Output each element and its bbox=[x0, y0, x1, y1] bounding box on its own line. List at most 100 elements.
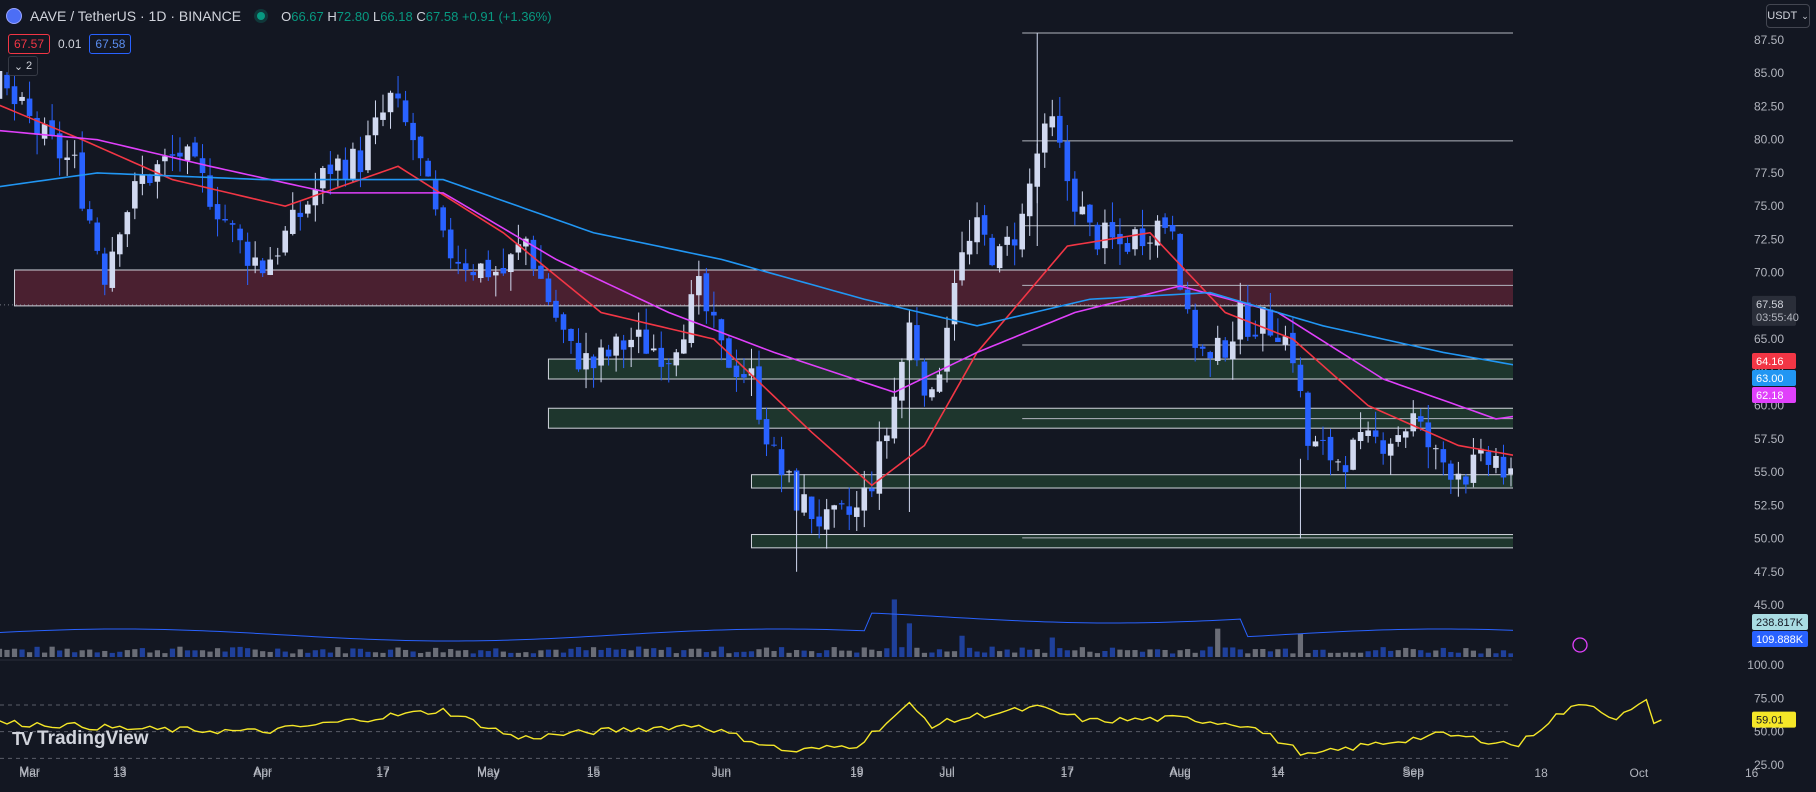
candle[interactable] bbox=[1275, 337, 1281, 343]
candle[interactable] bbox=[184, 146, 191, 161]
candle[interactable] bbox=[395, 93, 401, 99]
candle[interactable] bbox=[350, 148, 356, 179]
candle[interactable] bbox=[1109, 222, 1116, 238]
candle[interactable] bbox=[64, 157, 70, 160]
symbol-title[interactable]: AAVE / TetherUS · 1D · BINANCE bbox=[30, 8, 242, 24]
candle[interactable] bbox=[590, 356, 597, 369]
candle[interactable] bbox=[365, 135, 371, 171]
candle[interactable] bbox=[650, 348, 657, 351]
candle[interactable] bbox=[1320, 439, 1326, 441]
rsi-value-tag[interactable] bbox=[1752, 711, 1796, 728]
candle[interactable] bbox=[1425, 422, 1432, 448]
candle[interactable] bbox=[553, 300, 559, 318]
candle[interactable] bbox=[335, 158, 341, 171]
candle[interactable] bbox=[485, 259, 492, 278]
alert-lightning-icon[interactable] bbox=[1572, 637, 1588, 653]
candle[interactable] bbox=[1019, 213, 1025, 250]
candle[interactable] bbox=[583, 353, 589, 370]
candle[interactable] bbox=[342, 159, 349, 180]
volume-tag[interactable] bbox=[1752, 631, 1808, 647]
candle[interactable] bbox=[1327, 436, 1334, 461]
candle[interactable] bbox=[718, 319, 725, 341]
candle[interactable] bbox=[568, 328, 574, 341]
candle[interactable] bbox=[162, 156, 168, 162]
candle[interactable] bbox=[177, 152, 183, 157]
candle[interactable] bbox=[1094, 224, 1101, 250]
resistance-zone[interactable] bbox=[14, 269, 1694, 307]
candle[interactable] bbox=[1297, 364, 1304, 392]
candle[interactable] bbox=[207, 175, 213, 207]
candle[interactable] bbox=[132, 181, 138, 209]
candle[interactable] bbox=[86, 209, 93, 221]
candle[interactable] bbox=[305, 204, 311, 214]
candle[interactable] bbox=[733, 365, 740, 378]
candle[interactable] bbox=[643, 329, 649, 354]
candle[interactable] bbox=[974, 217, 980, 243]
candle[interactable] bbox=[1410, 413, 1417, 432]
candle[interactable] bbox=[876, 441, 883, 494]
candle[interactable] bbox=[1470, 454, 1477, 483]
candle[interactable] bbox=[1102, 222, 1108, 249]
candle[interactable] bbox=[1132, 229, 1138, 250]
candle[interactable] bbox=[1433, 448, 1439, 450]
candle[interactable] bbox=[282, 230, 289, 253]
ma-price-tag[interactable] bbox=[1752, 370, 1796, 386]
candle[interactable] bbox=[1229, 341, 1236, 360]
ma-price-tag[interactable] bbox=[1752, 387, 1796, 403]
candle[interactable] bbox=[1117, 233, 1123, 245]
candle[interactable] bbox=[462, 263, 469, 270]
candle[interactable] bbox=[515, 244, 522, 253]
candle[interactable] bbox=[500, 268, 507, 274]
candle[interactable] bbox=[1011, 239, 1018, 246]
candle[interactable] bbox=[1154, 220, 1161, 246]
candle[interactable] bbox=[1041, 123, 1048, 153]
candle[interactable] bbox=[696, 276, 702, 296]
candle[interactable] bbox=[929, 389, 935, 398]
candle[interactable] bbox=[1177, 233, 1183, 290]
candle[interactable] bbox=[229, 223, 236, 225]
candle[interactable] bbox=[1222, 340, 1229, 358]
currency-button[interactable]: USDT ⌄ bbox=[1766, 4, 1810, 28]
candle[interactable] bbox=[1305, 392, 1311, 446]
candle[interactable] bbox=[1026, 183, 1033, 217]
candle[interactable] bbox=[1169, 225, 1176, 232]
candle[interactable] bbox=[410, 122, 416, 141]
candle[interactable] bbox=[1372, 430, 1379, 437]
candle[interactable] bbox=[327, 164, 334, 175]
candle[interactable] bbox=[267, 259, 273, 275]
candle[interactable] bbox=[959, 252, 965, 281]
candle[interactable] bbox=[838, 503, 845, 505]
candle[interactable] bbox=[575, 342, 582, 370]
candle[interactable] bbox=[560, 314, 567, 330]
candle[interactable] bbox=[523, 238, 529, 247]
candle[interactable] bbox=[1342, 465, 1349, 473]
candle[interactable] bbox=[951, 282, 958, 325]
candle[interactable] bbox=[26, 98, 33, 116]
candle[interactable] bbox=[944, 327, 950, 372]
candle[interactable] bbox=[1267, 309, 1274, 336]
candle[interactable] bbox=[372, 117, 379, 136]
candle[interactable] bbox=[425, 160, 431, 177]
candle[interactable] bbox=[320, 168, 326, 189]
candle[interactable] bbox=[192, 142, 198, 157]
candle[interactable] bbox=[1087, 204, 1093, 223]
candle[interactable] bbox=[124, 212, 131, 235]
candle[interactable] bbox=[56, 133, 63, 159]
candle[interactable] bbox=[1350, 439, 1356, 470]
candle[interactable] bbox=[996, 246, 1003, 269]
candle[interactable] bbox=[665, 363, 672, 365]
candle[interactable] bbox=[989, 237, 995, 266]
indicator-collapse-button[interactable]: ⌄ 2 bbox=[8, 56, 38, 76]
candle[interactable] bbox=[493, 271, 499, 276]
candle[interactable] bbox=[447, 229, 454, 259]
candle[interactable] bbox=[1064, 141, 1071, 182]
candle[interactable] bbox=[741, 374, 747, 378]
candle[interactable] bbox=[605, 349, 612, 357]
candle[interactable] bbox=[289, 209, 296, 234]
candle[interactable] bbox=[899, 361, 905, 401]
candle[interactable] bbox=[1147, 242, 1153, 244]
candle[interactable] bbox=[853, 507, 860, 517]
candle[interactable] bbox=[846, 506, 853, 515]
candle[interactable] bbox=[252, 257, 258, 266]
